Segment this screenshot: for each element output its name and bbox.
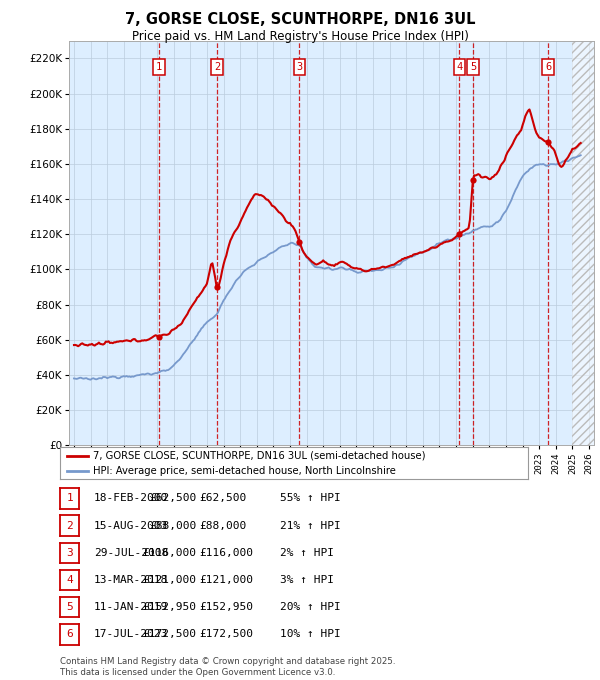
Text: 7, GORSE CLOSE, SCUNTHORPE, DN16 3UL: 7, GORSE CLOSE, SCUNTHORPE, DN16 3UL <box>125 12 475 27</box>
Text: £172,500: £172,500 <box>142 630 196 639</box>
Text: 6: 6 <box>545 62 551 72</box>
Text: £152,950: £152,950 <box>199 602 253 612</box>
Text: 15-AUG-2003: 15-AUG-2003 <box>94 521 169 530</box>
Text: Price paid vs. HM Land Registry's House Price Index (HPI): Price paid vs. HM Land Registry's House … <box>131 30 469 43</box>
Text: 17-JUL-2023: 17-JUL-2023 <box>94 630 169 639</box>
Text: 6: 6 <box>66 630 73 639</box>
Text: £152,950: £152,950 <box>142 602 196 612</box>
Text: 2: 2 <box>66 521 73 530</box>
Text: Contains HM Land Registry data © Crown copyright and database right 2025.
This d: Contains HM Land Registry data © Crown c… <box>60 657 395 677</box>
Text: £116,000: £116,000 <box>142 548 196 558</box>
Text: 7, GORSE CLOSE, SCUNTHORPE, DN16 3UL (semi-detached house): 7, GORSE CLOSE, SCUNTHORPE, DN16 3UL (se… <box>93 451 425 460</box>
Text: £88,000: £88,000 <box>199 521 247 530</box>
Text: £88,000: £88,000 <box>149 521 196 530</box>
Text: 4: 4 <box>457 62 463 72</box>
Text: £121,000: £121,000 <box>142 575 196 585</box>
Text: 21% ↑ HPI: 21% ↑ HPI <box>280 521 341 530</box>
Text: £62,500: £62,500 <box>149 494 196 503</box>
Text: 29-JUL-2008: 29-JUL-2008 <box>94 548 169 558</box>
Text: £62,500: £62,500 <box>199 494 247 503</box>
Bar <box>572 41 594 445</box>
Text: £172,500: £172,500 <box>199 630 253 639</box>
Text: 10% ↑ HPI: 10% ↑ HPI <box>280 630 341 639</box>
Text: 3: 3 <box>296 62 302 72</box>
Text: 3% ↑ HPI: 3% ↑ HPI <box>280 575 334 585</box>
Text: 55% ↑ HPI: 55% ↑ HPI <box>280 494 341 503</box>
Text: 11-JAN-2019: 11-JAN-2019 <box>94 602 169 612</box>
Bar <box>572 41 594 445</box>
Text: 4: 4 <box>66 575 73 585</box>
Text: 5: 5 <box>66 602 73 612</box>
Text: HPI: Average price, semi-detached house, North Lincolnshire: HPI: Average price, semi-detached house,… <box>93 466 395 476</box>
Text: 5: 5 <box>470 62 476 72</box>
Text: 13-MAR-2018: 13-MAR-2018 <box>94 575 169 585</box>
Text: 2: 2 <box>214 62 220 72</box>
Text: 20% ↑ HPI: 20% ↑ HPI <box>280 602 341 612</box>
Text: £116,000: £116,000 <box>199 548 253 558</box>
Text: 1: 1 <box>66 494 73 503</box>
Text: £121,000: £121,000 <box>199 575 253 585</box>
Text: 1: 1 <box>156 62 162 72</box>
Text: 3: 3 <box>66 548 73 558</box>
Text: 18-FEB-2000: 18-FEB-2000 <box>94 494 169 503</box>
Text: 2% ↑ HPI: 2% ↑ HPI <box>280 548 334 558</box>
